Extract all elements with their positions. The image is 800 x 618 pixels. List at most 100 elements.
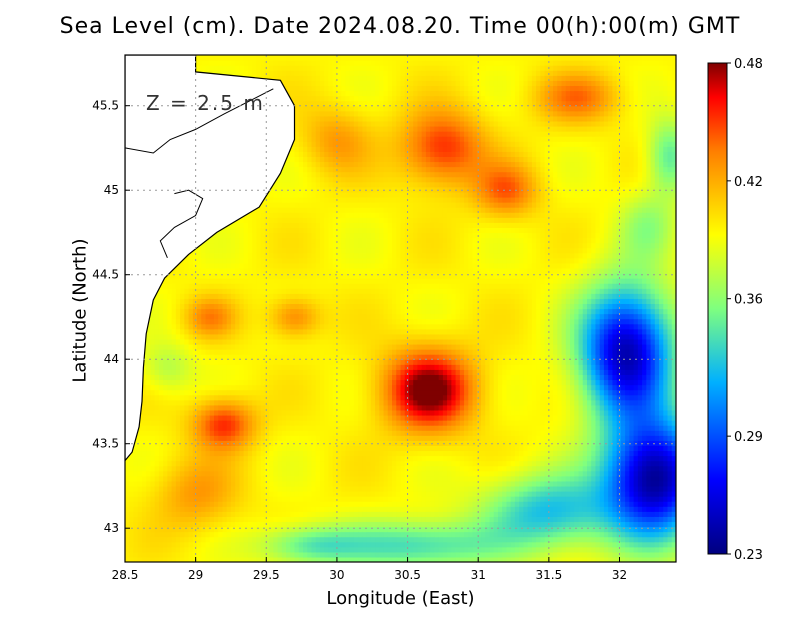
field-cell — [311, 349, 317, 355]
field-cell — [315, 171, 321, 178]
field-cell — [197, 298, 202, 305]
field-cell — [184, 384, 190, 391]
field-cell — [260, 546, 266, 553]
field-cell — [256, 506, 262, 512]
field-cell — [277, 176, 283, 183]
field-cell — [230, 333, 236, 340]
field-cell — [319, 80, 325, 87]
field-cell — [328, 546, 334, 553]
field-cell — [298, 293, 304, 299]
field-cell — [286, 465, 291, 472]
field-cell — [222, 536, 228, 543]
field-cell — [290, 343, 296, 350]
field-cell — [201, 521, 207, 528]
field-cell — [150, 556, 156, 562]
field-cell — [260, 485, 266, 492]
field-cell — [328, 247, 334, 254]
field-cell — [184, 506, 190, 512]
field-cell — [141, 521, 147, 528]
field-cell — [252, 313, 257, 320]
field-cell — [184, 470, 190, 477]
field-cell — [307, 343, 313, 350]
field-cell — [273, 420, 279, 426]
field-cell — [294, 227, 300, 234]
field-cell — [281, 323, 287, 330]
field-cell — [163, 323, 168, 330]
field-cell — [201, 445, 207, 452]
field-cell — [230, 222, 236, 228]
field-cell — [294, 212, 300, 218]
field-cell — [307, 262, 313, 269]
field-cell — [256, 237, 262, 244]
field-cell — [167, 394, 173, 401]
field-cell — [188, 273, 194, 279]
field-cell — [150, 430, 156, 436]
field-cell — [184, 435, 190, 441]
field-cell — [324, 288, 330, 294]
field-cell — [311, 161, 317, 168]
field-cell — [307, 384, 313, 391]
field-cell — [264, 465, 270, 472]
field-cell — [281, 440, 287, 446]
field-cell — [290, 308, 296, 315]
field-cell — [307, 369, 313, 376]
field-cell — [269, 455, 274, 462]
field-cell — [243, 232, 249, 239]
field-cell — [239, 369, 245, 376]
field-cell — [150, 470, 156, 477]
field-cell — [218, 313, 224, 320]
field-cell — [269, 394, 274, 401]
field-cell — [150, 404, 156, 411]
field-cell — [167, 526, 173, 533]
field-cell — [319, 202, 325, 208]
field-cell — [188, 374, 194, 381]
field-cell — [158, 501, 164, 507]
field-cell — [150, 435, 156, 441]
field-cell — [235, 283, 241, 289]
field-cell — [319, 541, 325, 548]
field-cell — [303, 146, 308, 152]
field-cell — [184, 257, 190, 264]
field-cell — [281, 491, 287, 497]
field-cell — [298, 60, 304, 66]
field-cell — [197, 338, 202, 345]
field-cell — [319, 440, 325, 446]
field-cell — [273, 303, 279, 310]
field-cell — [269, 414, 274, 421]
field-cell — [154, 430, 160, 436]
field-cell — [247, 541, 253, 548]
field-cell — [214, 475, 219, 482]
field-cell — [197, 394, 202, 401]
field-cell — [205, 278, 211, 284]
field-cell — [197, 531, 202, 538]
field-cell — [154, 354, 160, 360]
field-cell — [264, 531, 270, 538]
field-cell — [294, 298, 300, 305]
field-cell — [286, 445, 291, 452]
field-cell — [290, 506, 296, 512]
field-cell — [239, 485, 245, 492]
field-cell — [239, 328, 245, 335]
field-cell — [324, 430, 330, 436]
field-cell — [328, 480, 334, 487]
field-cell — [235, 445, 241, 452]
field-cell — [230, 252, 236, 259]
field-cell — [324, 90, 330, 97]
field-cell — [197, 435, 202, 441]
field-cell — [222, 389, 228, 396]
field-cell — [218, 60, 224, 66]
field-cell — [209, 536, 215, 543]
field-cell — [290, 491, 296, 497]
field-cell — [163, 303, 168, 310]
field-cell — [294, 303, 300, 310]
field-cell — [307, 207, 313, 213]
field-cell — [205, 293, 211, 299]
field-cell — [324, 455, 330, 462]
field-cell — [146, 541, 152, 548]
field-cell — [311, 511, 317, 517]
field-cell — [175, 475, 181, 482]
field-cell — [303, 242, 308, 249]
field-cell — [256, 511, 262, 517]
field-cell — [303, 283, 308, 289]
field-cell — [311, 146, 317, 152]
